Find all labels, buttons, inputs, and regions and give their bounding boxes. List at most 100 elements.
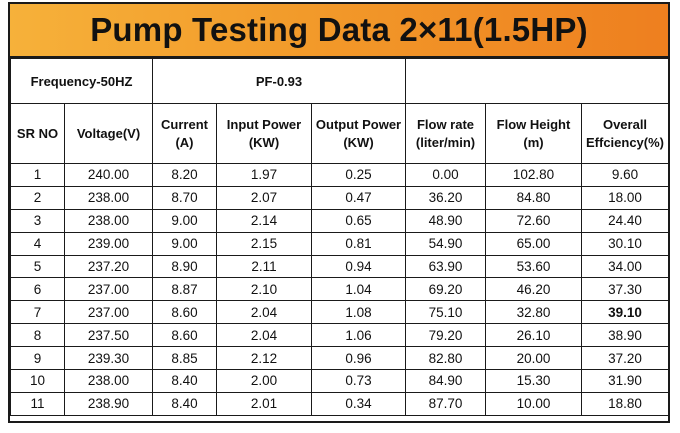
cell-efficiency: 39.10 [580, 300, 670, 325]
cell-voltage: 238.00 [64, 185, 153, 210]
cell-flow-height: 65.00 [485, 231, 582, 256]
cell-flow-height: 32.80 [485, 300, 582, 325]
cell-input-power: 2.10 [216, 277, 312, 302]
cell-flow-rate: 82.80 [405, 346, 486, 371]
cell-sr-no: 10 [10, 369, 65, 393]
cell-efficiency: 18.00 [580, 185, 670, 210]
table-row: 7 237.00 8.60 2.04 1.08 75.10 32.80 39.10 [10, 300, 670, 325]
cell-input-power: 2.00 [216, 369, 312, 393]
cell-current: 8.85 [152, 346, 217, 371]
cell-sr-no: 3 [10, 208, 65, 233]
cell-output-power: 0.96 [311, 346, 406, 371]
cell-flow-height: 10.00 [485, 391, 582, 416]
table-row: 11 238.90 8.40 2.01 0.34 87.70 10.00 18.80 [10, 391, 670, 416]
cell-sr-no: 11 [10, 391, 65, 416]
cell-voltage: 240.00 [64, 163, 153, 187]
cell-output-power: 0.65 [311, 208, 406, 233]
cell-flow-height: 26.10 [485, 323, 582, 348]
cell-voltage: 239.00 [64, 231, 153, 256]
cell-current: 8.40 [152, 369, 217, 393]
cell-output-power: 0.34 [311, 391, 406, 416]
cell-current: 8.70 [152, 185, 217, 210]
col-header-voltage: Voltage(V) [64, 103, 153, 164]
pump-data-sheet: Pump Testing Data 2×11(1.5HP) Frequency-… [8, 2, 670, 423]
title-banner: Pump Testing Data 2×11(1.5HP) [10, 4, 668, 58]
table-row: 5 237.20 8.90 2.11 0.94 63.90 53.60 34.00 [10, 254, 670, 279]
col-header-output-power: Output Power (KW) [311, 103, 406, 164]
cell-output-power: 0.73 [311, 369, 406, 393]
cell-flow-height: 20.00 [485, 346, 582, 371]
header-row: SR NO Voltage(V) Current (A) Input Power… [10, 103, 670, 164]
table-row: 10 238.00 8.40 2.00 0.73 84.90 15.30 31.90 [10, 369, 670, 393]
cell-input-power: 2.14 [216, 208, 312, 233]
cell-output-power: 1.06 [311, 323, 406, 348]
cell-output-power: 1.04 [311, 277, 406, 302]
cell-flow-rate: 36.20 [405, 185, 486, 210]
cell-flow-rate: 87.70 [405, 391, 486, 416]
cell-flow-height: 53.60 [485, 254, 582, 279]
cell-current: 8.40 [152, 391, 217, 416]
cell-input-power: 2.07 [216, 185, 312, 210]
cell-current: 8.87 [152, 277, 217, 302]
cell-voltage: 238.00 [64, 369, 153, 393]
cell-flow-rate: 54.90 [405, 231, 486, 256]
cell-sr-no: 8 [10, 323, 65, 348]
cell-voltage: 237.50 [64, 323, 153, 348]
table-row: 2 238.00 8.70 2.07 0.47 36.20 84.80 18.00 [10, 185, 670, 210]
cell-sr-no: 5 [10, 254, 65, 279]
cell-flow-rate: 48.90 [405, 208, 486, 233]
cell-sr-no: 4 [10, 231, 65, 256]
cell-current: 8.60 [152, 323, 217, 348]
cell-current: 9.00 [152, 231, 217, 256]
cell-voltage: 238.90 [64, 391, 153, 416]
cell-flow-rate: 84.90 [405, 369, 486, 393]
cell-flow-height: 102.80 [485, 163, 582, 187]
pump-testing-table: Frequency-50HZ PF-0.93 SR NO Voltage(V) … [10, 58, 670, 416]
cell-input-power: 2.04 [216, 300, 312, 325]
cell-input-power: 2.15 [216, 231, 312, 256]
cell-flow-height: 72.60 [485, 208, 582, 233]
cell-input-power: 2.04 [216, 323, 312, 348]
table-row: 8 237.50 8.60 2.04 1.06 79.20 26.10 38.90 [10, 323, 670, 348]
table-row: 9 239.30 8.85 2.12 0.96 82.80 20.00 37.20 [10, 346, 670, 371]
table-row: 4 239.00 9.00 2.15 0.81 54.90 65.00 30.10 [10, 231, 670, 256]
cell-flow-rate: 75.10 [405, 300, 486, 325]
cell-efficiency: 34.00 [580, 254, 670, 279]
cell-efficiency: 37.20 [580, 346, 670, 371]
col-header-flow-height: Flow Height (m) [485, 103, 582, 164]
cell-flow-height: 84.80 [485, 185, 582, 210]
table-row: 3 238.00 9.00 2.14 0.65 48.90 72.60 24.40 [10, 208, 670, 233]
cell-voltage: 239.30 [64, 346, 153, 371]
cell-flow-height: 15.30 [485, 369, 582, 393]
col-header-efficiency: Overall Effciency(%) [580, 103, 670, 164]
table-row: 6 237.00 8.87 2.10 1.04 69.20 46.20 37.30 [10, 277, 670, 302]
col-header-flow-rate: Flow rate (liter/min) [405, 103, 486, 164]
cell-current: 8.20 [152, 163, 217, 187]
cell-sr-no: 9 [10, 346, 65, 371]
power-factor-label: PF-0.93 [152, 58, 406, 104]
cell-efficiency: 18.80 [580, 391, 670, 416]
cell-output-power: 0.81 [311, 231, 406, 256]
cell-efficiency: 38.90 [580, 323, 670, 348]
frequency-label: Frequency-50HZ [10, 58, 153, 104]
cell-flow-rate: 0.00 [405, 163, 486, 187]
cell-efficiency: 37.30 [580, 277, 670, 302]
cell-efficiency: 30.10 [580, 231, 670, 256]
col-header-current: Current (A) [152, 103, 217, 164]
cell-output-power: 0.47 [311, 185, 406, 210]
cell-sr-no: 1 [10, 163, 65, 187]
cell-output-power: 0.25 [311, 163, 406, 187]
cell-input-power: 2.12 [216, 346, 312, 371]
cell-flow-rate: 63.90 [405, 254, 486, 279]
cell-input-power: 1.97 [216, 163, 312, 187]
cell-sr-no: 6 [10, 277, 65, 302]
page-title: Pump Testing Data 2×11(1.5HP) [90, 11, 588, 48]
cell-flow-height: 46.20 [485, 277, 582, 302]
table-row: 1 240.00 8.20 1.97 0.25 0.00 102.80 9.60 [10, 163, 670, 187]
cell-voltage: 237.00 [64, 277, 153, 302]
cell-flow-rate: 79.20 [405, 323, 486, 348]
blank-info-cell [404, 58, 670, 104]
cell-input-power: 2.01 [216, 391, 312, 416]
col-header-sr-no: SR NO [10, 103, 65, 164]
cell-efficiency: 9.60 [580, 163, 670, 187]
